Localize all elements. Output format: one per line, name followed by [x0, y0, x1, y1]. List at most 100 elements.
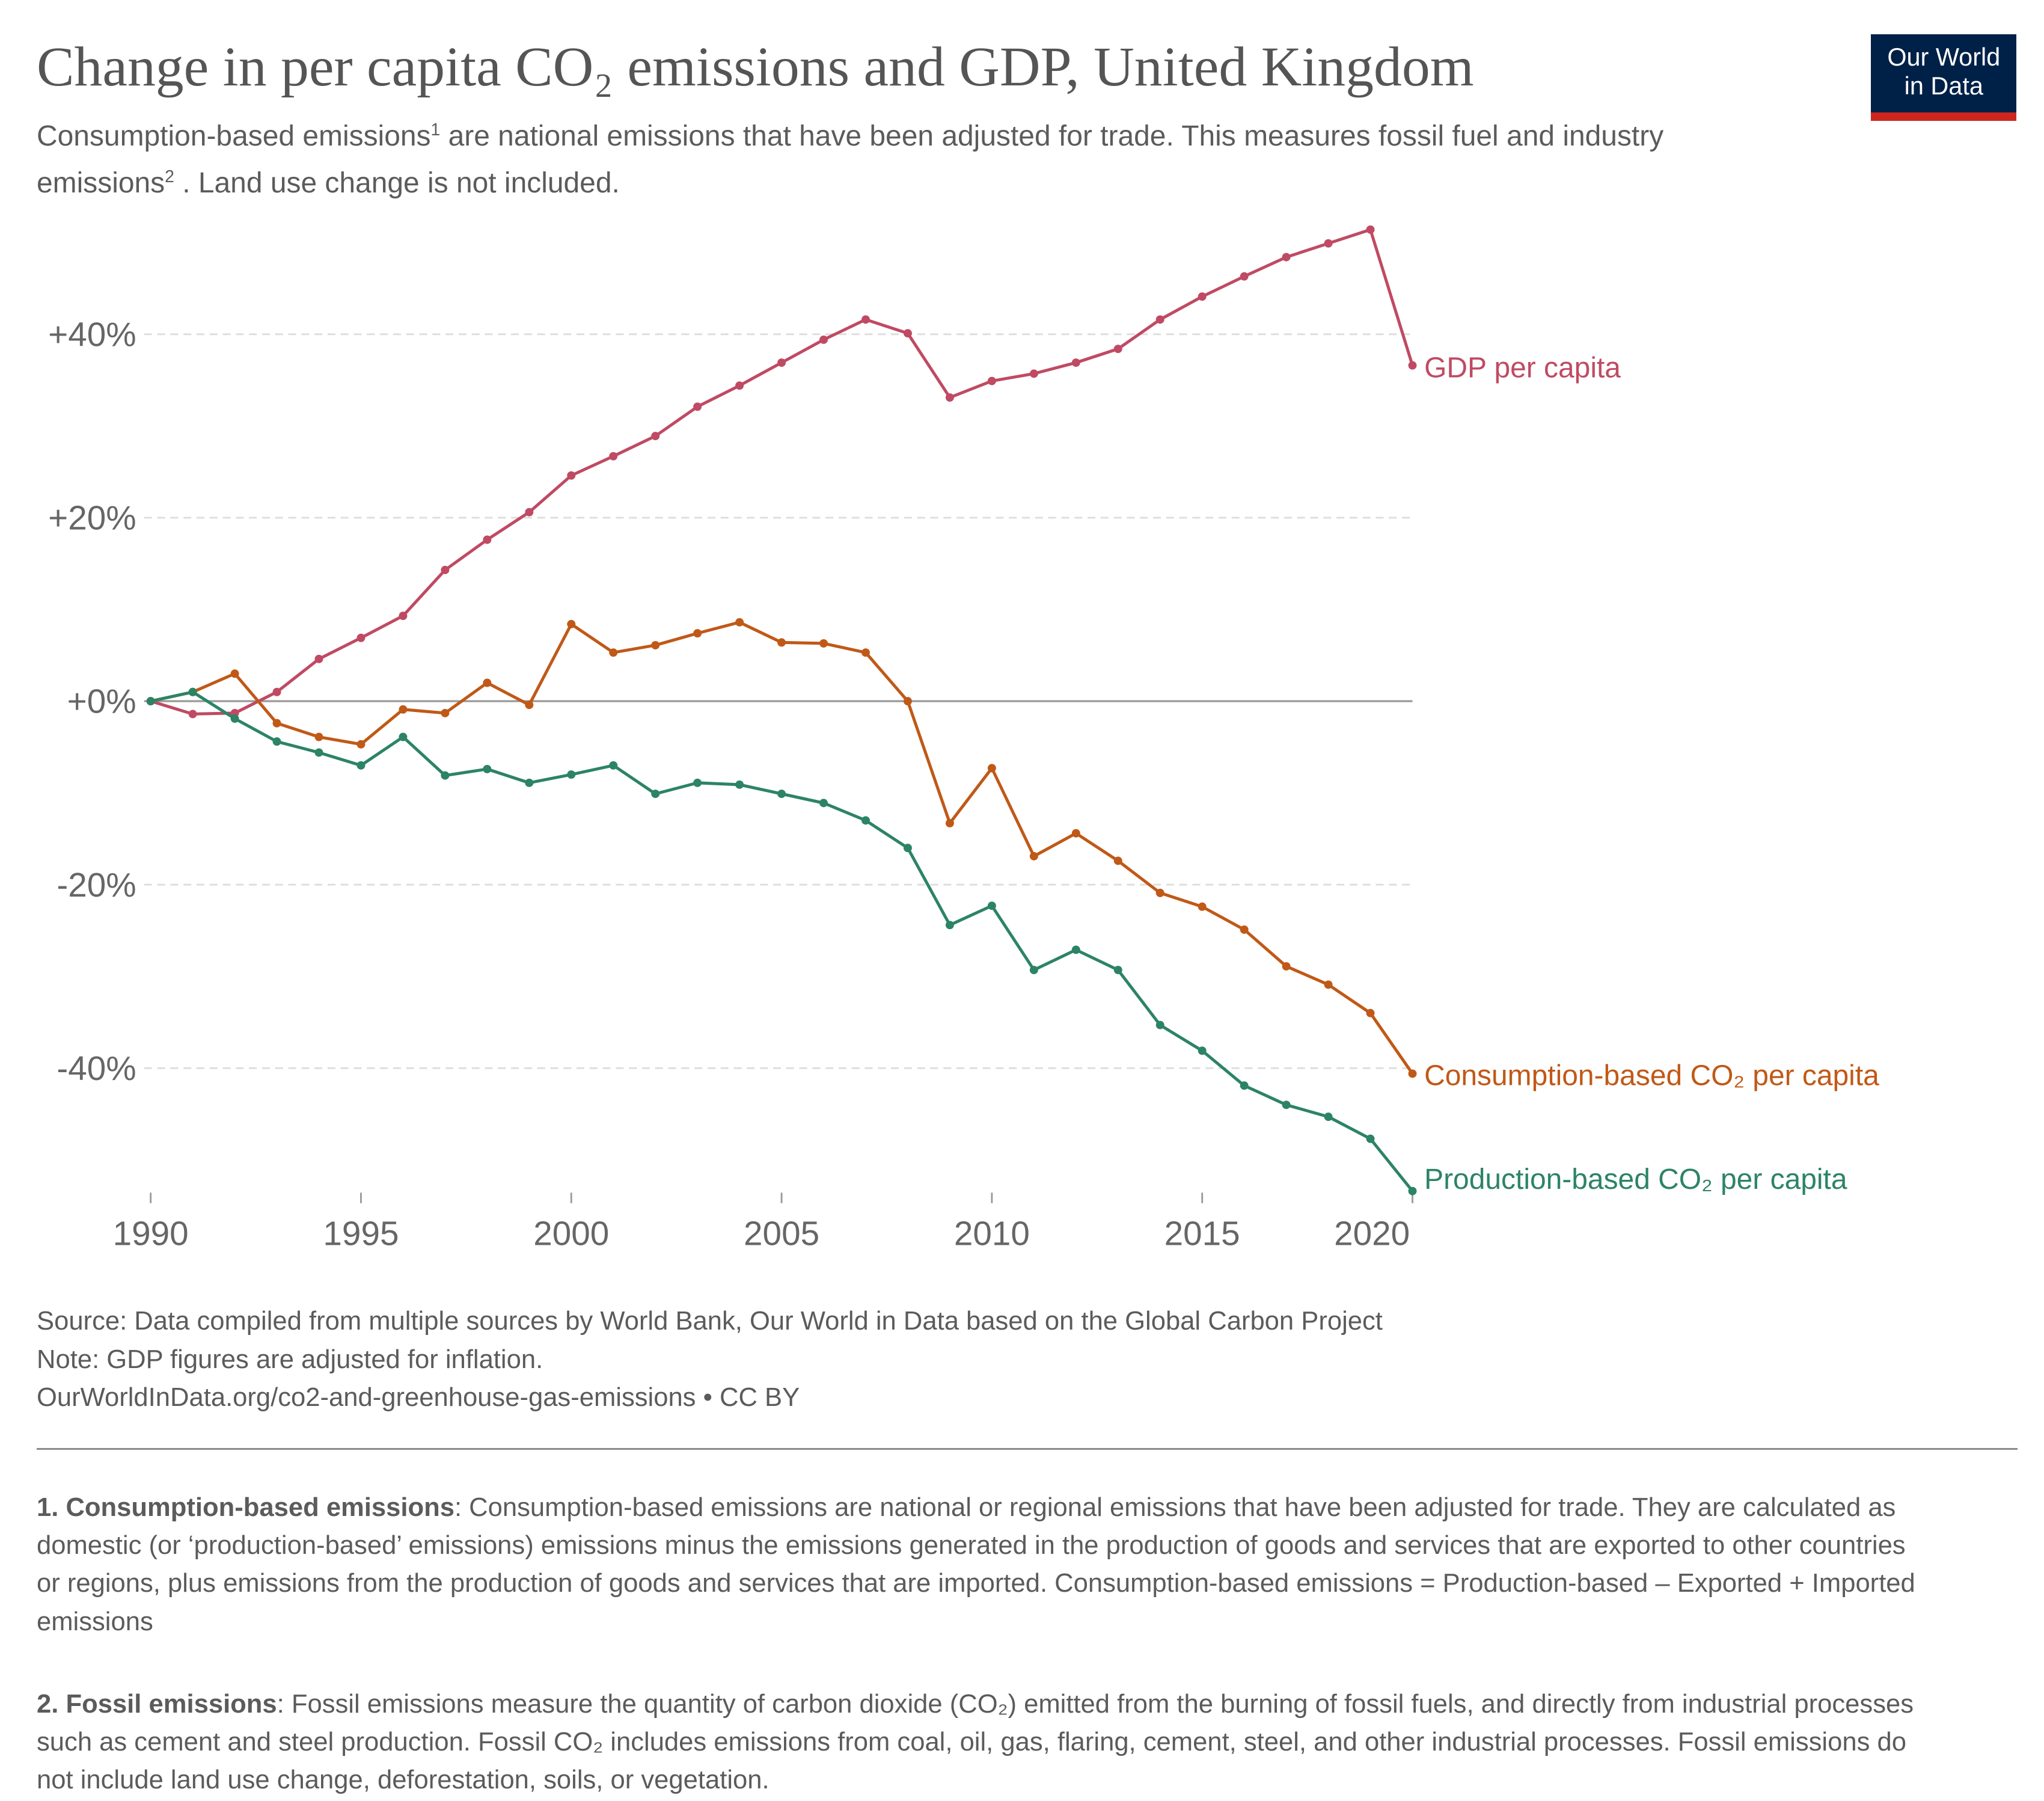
data-point	[1071, 358, 1080, 367]
y-tick-label: +20%	[48, 500, 136, 538]
data-point	[1282, 1100, 1291, 1109]
data-point	[861, 816, 870, 825]
data-point	[609, 761, 618, 770]
data-point	[1113, 966, 1122, 975]
data-point	[693, 629, 702, 638]
note-text: Note: GDP figures are adjusted for infla…	[37, 1345, 543, 1374]
chart-title: Change in per capita CO₂ emissions and G…	[37, 35, 1474, 98]
chart-subtitle: Consumption-based emissions1 are nationa…	[37, 110, 1793, 203]
data-point	[1029, 851, 1038, 861]
footnote-ref-1[interactable]: 1	[430, 120, 441, 140]
data-point	[1029, 369, 1038, 378]
data-point	[1113, 856, 1122, 865]
data-point	[735, 618, 744, 627]
data-point	[525, 701, 534, 710]
data-point	[188, 710, 197, 719]
data-point	[272, 737, 281, 746]
data-point	[903, 697, 912, 706]
data-point	[441, 771, 450, 780]
data-point	[399, 612, 408, 621]
data-point	[1198, 1046, 1207, 1055]
x-axis: 1990 1995 2000 2005 2010 2015 2020	[113, 1192, 1413, 1253]
data-point	[399, 732, 408, 741]
y-tick-label: +40%	[48, 316, 136, 354]
footnote-1: 1. Consumption-based emissions: Consumpt…	[37, 1489, 1923, 1641]
data-point	[1029, 966, 1038, 975]
data-point	[1198, 902, 1207, 911]
data-point	[819, 799, 828, 808]
data-point	[1155, 315, 1164, 324]
divider	[37, 1448, 2018, 1450]
data-point	[230, 669, 239, 678]
line-chart: -40% -20% +0% +20% +40% 1990 1995 2000 2005 2010…	[48, 225, 1879, 1253]
data-point	[1071, 945, 1080, 954]
data-point	[1408, 1069, 1417, 1078]
data-point	[567, 619, 576, 628]
x-tick-label: 2010	[954, 1215, 1030, 1253]
footnote-1-heading: 1. Consumption-based emissions	[37, 1493, 454, 1522]
data-point	[1113, 345, 1122, 354]
data-point	[483, 764, 492, 773]
series-lines	[146, 225, 1417, 1195]
data-point	[903, 844, 912, 853]
logo-line-1: Our World	[1887, 43, 2001, 71]
x-tick-label: 2000	[533, 1215, 609, 1253]
y-axis: -40% -20% +0% +20% +40%	[48, 316, 136, 1088]
data-point	[819, 639, 828, 648]
data-point	[146, 697, 155, 706]
data-point	[987, 901, 996, 910]
data-point	[399, 705, 408, 714]
y-tick-label: +0%	[67, 683, 136, 721]
footnote-ref-2[interactable]: 2	[165, 167, 174, 186]
data-point	[1324, 980, 1333, 989]
subtitle-text: . Land use change is not included.	[174, 167, 620, 199]
data-point	[1366, 1008, 1375, 1017]
data-point	[1408, 361, 1417, 370]
license-link[interactable]: CC BY	[719, 1382, 800, 1412]
data-point	[272, 687, 281, 696]
data-point	[1198, 292, 1207, 301]
data-point	[483, 535, 492, 544]
data-point	[356, 740, 366, 749]
data-point	[1282, 962, 1291, 971]
data-point	[567, 770, 576, 779]
data-point	[945, 921, 954, 930]
data-point	[1366, 1134, 1375, 1143]
data-point	[651, 640, 660, 649]
data-point	[861, 315, 870, 324]
subtitle-text: are national emissions that have been ad…	[37, 120, 1664, 199]
footnote-2-heading: 2. Fossil emissions	[37, 1689, 277, 1719]
data-point	[314, 748, 323, 757]
source-text: Source: Data compiled from multiple sour…	[37, 1307, 1383, 1336]
footnote-1-text: : Consumption-based emissions are nation…	[37, 1493, 1915, 1636]
data-point	[441, 565, 450, 574]
data-point	[356, 761, 366, 770]
x-tick-label: 2015	[1164, 1215, 1240, 1253]
source-link[interactable]: OurWorldInData.org/co2-and-greenhouse-ga…	[37, 1382, 696, 1412]
data-point	[272, 719, 281, 728]
data-point	[1324, 239, 1333, 248]
data-point	[1240, 925, 1249, 934]
data-point	[1155, 1020, 1164, 1029]
x-tick-label: 1990	[113, 1215, 189, 1253]
data-point	[903, 329, 912, 338]
data-point	[945, 393, 954, 402]
data-point	[819, 335, 828, 344]
data-point	[1240, 272, 1249, 281]
data-point	[230, 714, 239, 723]
data-point	[987, 376, 996, 385]
data-point	[1071, 829, 1080, 838]
data-point	[1408, 1186, 1417, 1195]
series-label: Consumption-based CO₂ per capita	[1424, 1060, 1879, 1092]
footnote-2-text: : Fossil emissions measure the quantity …	[37, 1689, 1914, 1795]
grid	[144, 333, 1413, 1069]
x-tick-label: 2005	[744, 1215, 819, 1253]
data-point	[567, 471, 576, 480]
data-point	[1366, 225, 1375, 234]
data-point	[356, 633, 366, 642]
data-point	[188, 687, 197, 696]
owid-logo[interactable]: Our World in Data	[1871, 34, 2017, 121]
separator: •	[696, 1382, 720, 1412]
data-point	[1240, 1081, 1249, 1090]
data-point	[651, 790, 660, 799]
